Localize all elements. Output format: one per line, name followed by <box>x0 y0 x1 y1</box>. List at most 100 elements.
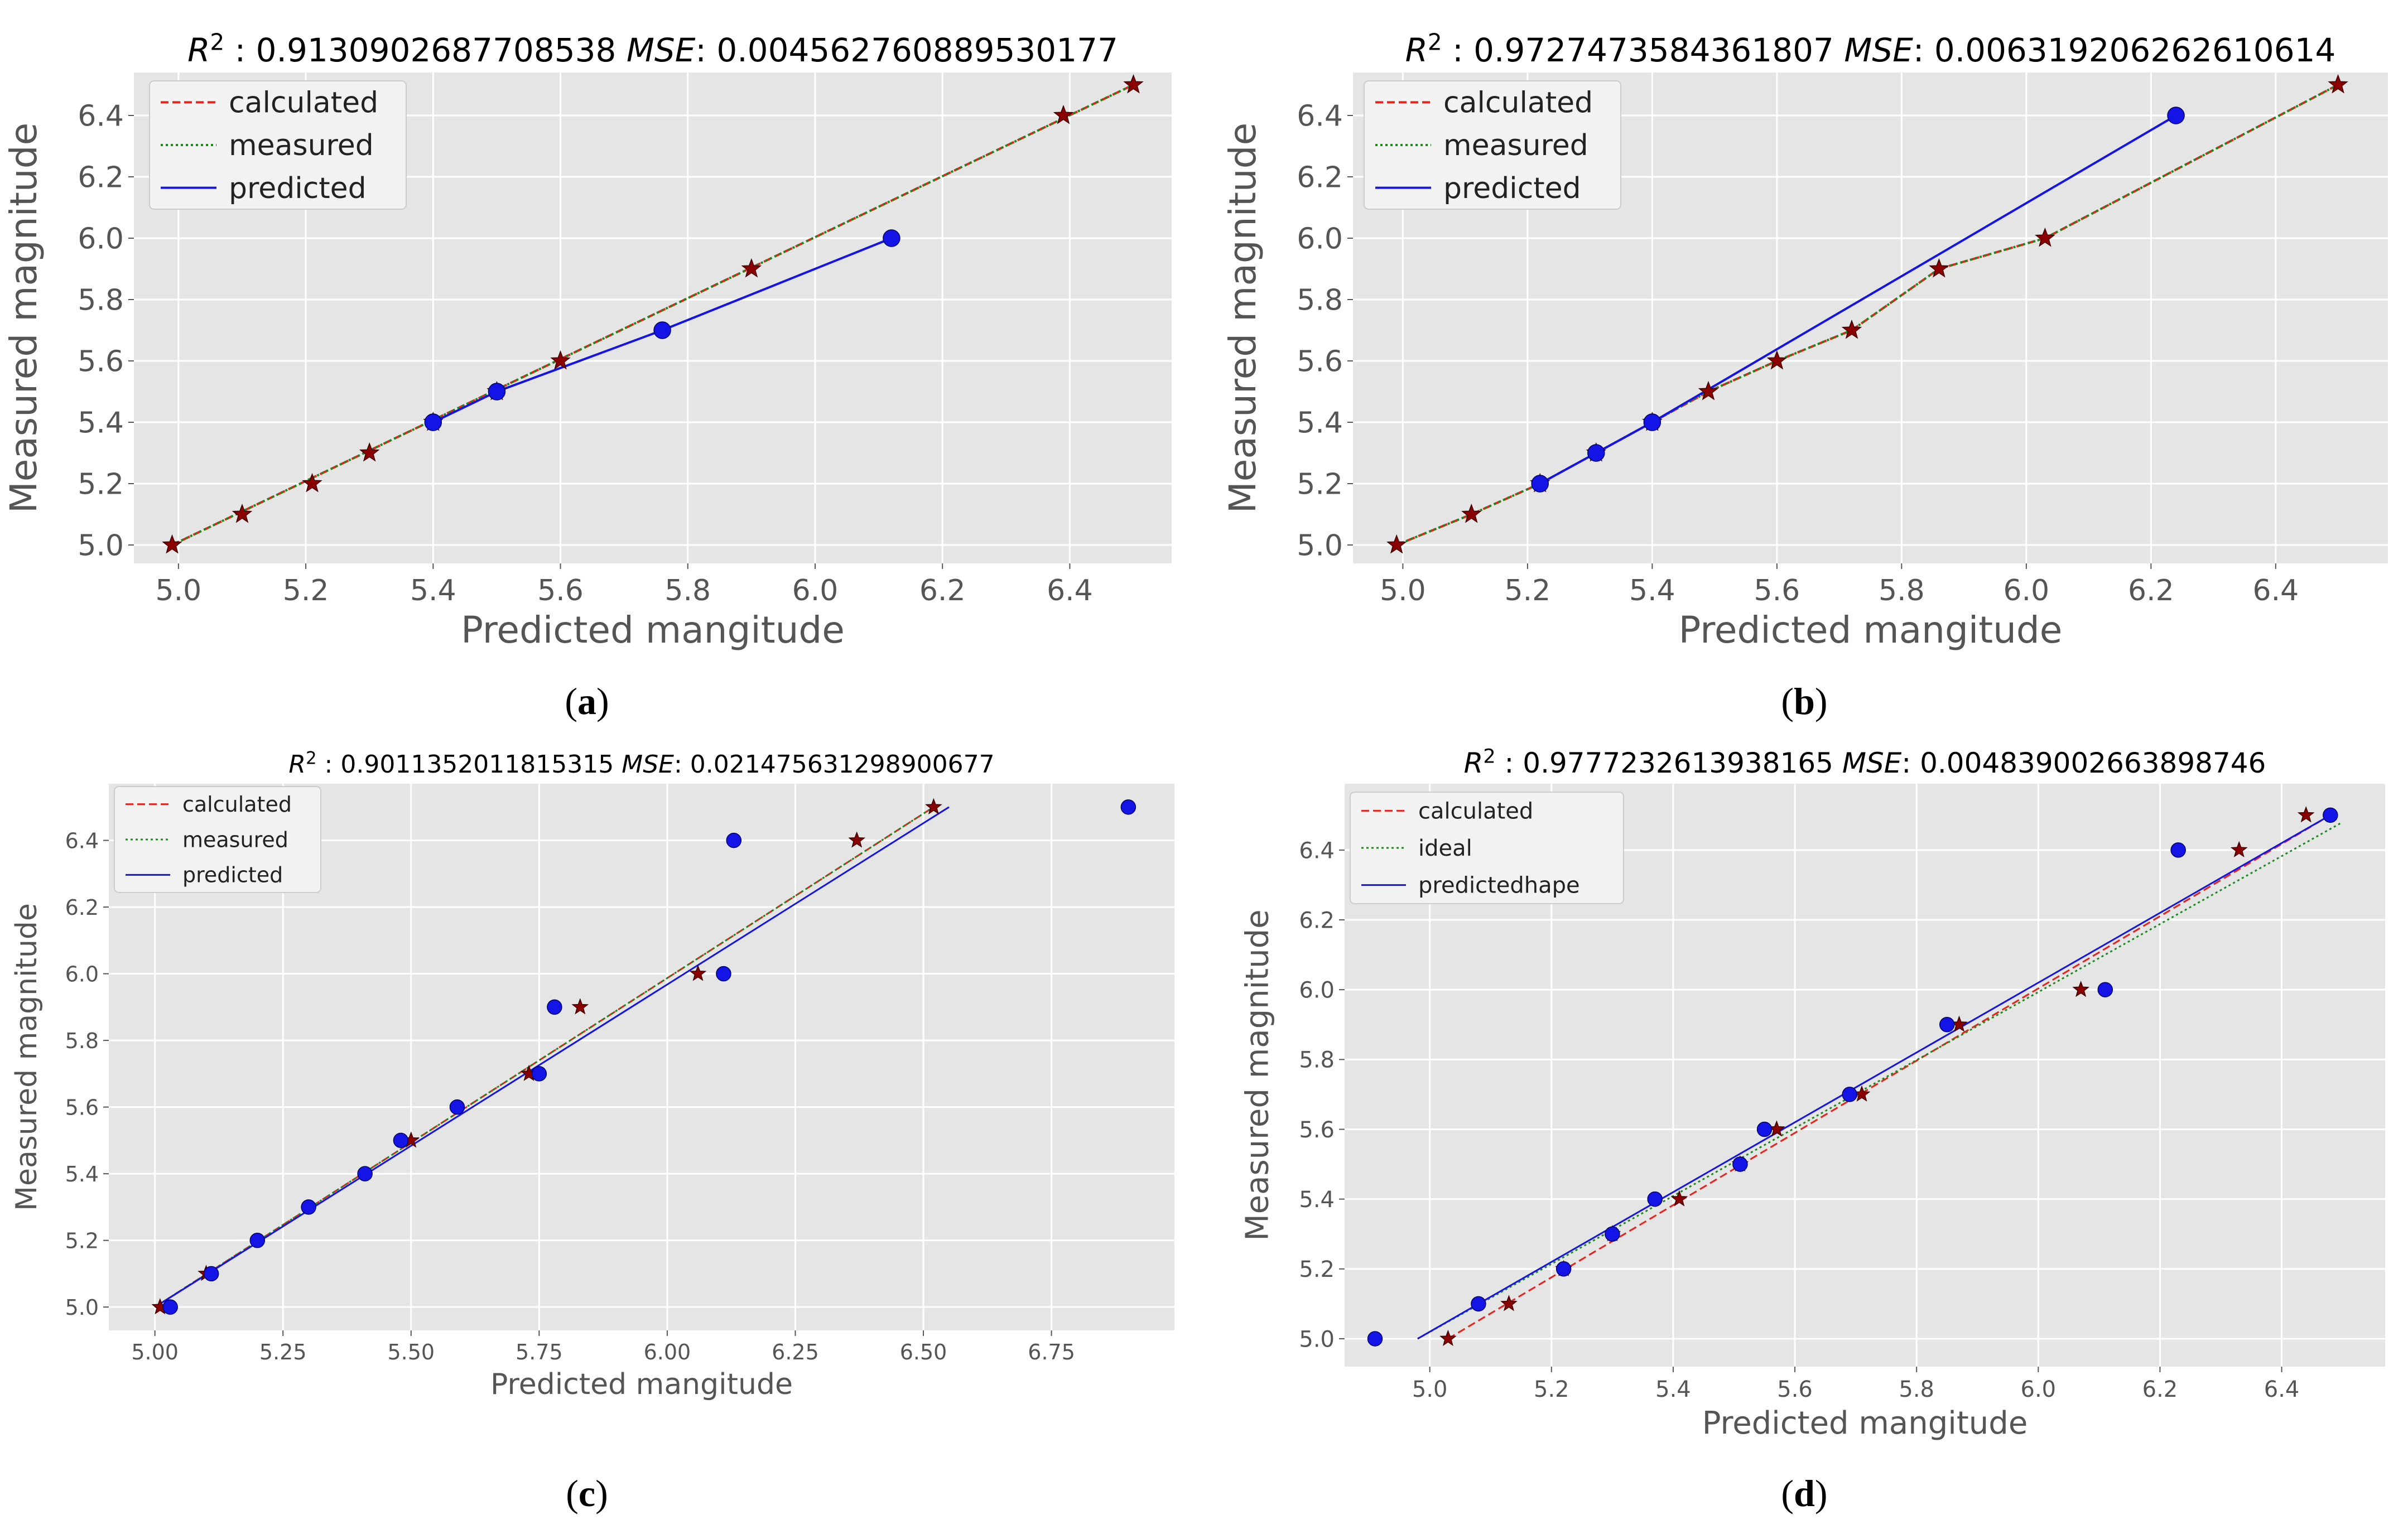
y-tick-label: 5.0 <box>78 529 124 563</box>
calculated-point <box>741 258 762 278</box>
legend: calculated measured predicted <box>1364 80 1621 210</box>
y-tick-label: 5.8 <box>1299 1048 1335 1073</box>
calculated-point <box>571 998 589 1015</box>
title-mse-value: : 0.004562760889530177 <box>695 31 1118 69</box>
x-tick-label: 6.0 <box>792 574 839 607</box>
predicted-point <box>1471 1296 1486 1312</box>
y-tick-label: 6.2 <box>78 161 124 195</box>
caption-d: (d) <box>1781 1472 1828 1514</box>
calculated-point <box>1670 1190 1688 1207</box>
y-axis-label: Measured magnitude <box>1221 123 1264 513</box>
calculated-point <box>550 350 571 370</box>
predicted-point <box>1732 1156 1748 1172</box>
x-tick-label: 6.4 <box>1047 574 1093 607</box>
legend-label: predictedhape <box>1418 873 1580 899</box>
legend-label: calculated <box>182 792 292 817</box>
title-mse-value: : 0.021475631298900677 <box>674 750 995 779</box>
y-tick-label: 5.4 <box>1297 407 1343 440</box>
calculated-point <box>2297 806 2315 823</box>
y-tick-label: 6.2 <box>1299 908 1335 933</box>
y-tick-label: 5.6 <box>65 1095 99 1120</box>
x-tick-label: 6.2 <box>2128 574 2174 607</box>
y-tick-label: 6.0 <box>65 962 99 986</box>
y-tick-label: 6.4 <box>1297 100 1343 133</box>
calculated-point <box>2230 841 2248 857</box>
x-tick-label: 6.00 <box>644 1340 691 1364</box>
calculated-point <box>1439 1329 1457 1347</box>
x-tick-label: 5.4 <box>1629 574 1675 607</box>
predicted-point <box>1643 413 1661 431</box>
title-r2-symbol: R <box>187 31 210 69</box>
x-tick-label: 6.4 <box>2264 1377 2300 1402</box>
x-tick-label: 5.8 <box>664 574 711 607</box>
legend-box <box>1364 80 1621 210</box>
legend-box <box>149 80 407 210</box>
y-tick-label: 5.8 <box>65 1029 99 1053</box>
predicted-point <box>716 966 731 982</box>
y-tick-label: 5.8 <box>78 284 124 317</box>
y-tick-label: 5.2 <box>78 468 124 501</box>
y-tick-label: 5.8 <box>1297 284 1343 317</box>
predicted-point <box>301 1199 316 1215</box>
series-line-predicted <box>432 237 892 423</box>
x-tick-label: 6.0 <box>2004 574 2050 607</box>
calculated-point <box>1698 380 1719 401</box>
predicted-point <box>1756 1121 1773 1137</box>
y-tick-label: 6.4 <box>65 828 99 853</box>
y-tick-label: 6.2 <box>65 895 99 920</box>
title-mse-symbol: MSE <box>1844 31 1913 69</box>
title-mse-value: : 0.004839002663898746 <box>1901 747 2266 779</box>
y-tick-label: 5.0 <box>1297 529 1343 563</box>
predicted-point <box>1605 1226 1620 1242</box>
title-mse-value: : 0.006319206262610614 <box>1913 31 2336 69</box>
legend-label: calculated <box>1443 86 1593 120</box>
calculated-point <box>2072 981 2090 997</box>
x-tick-label: 5.2 <box>283 574 329 607</box>
x-tick-label: 6.2 <box>2142 1377 2178 1402</box>
y-tick-label: 5.6 <box>1297 345 1343 379</box>
predicted-point <box>162 1299 178 1315</box>
x-tick-label: 5.00 <box>131 1340 179 1364</box>
calculated-point <box>925 798 942 814</box>
title-r2-value: : 0.9727473584361807 <box>1442 31 1844 69</box>
chart-panel-b: 5.0 5.2 5.4 5.6 5.8 6.0 6.2 6.4 5.0 5.2 5.4 5.6 5.8 6… <box>1221 29 2388 652</box>
x-tick-label: 5.4 <box>1655 1377 1691 1402</box>
calculated-point <box>1053 104 1074 124</box>
chart-panel-d: 5.0 5.2 5.4 5.6 5.8 6.0 6.2 6.4 5.0 5.2 5.4 5.6 5.8 6… <box>1239 746 2385 1441</box>
x-tick-label: 5.0 <box>156 574 202 607</box>
legend-label: measured <box>1443 129 1588 162</box>
legend: calculated measured predicted <box>114 786 321 893</box>
legend-box <box>114 786 321 893</box>
legend-label: measured <box>182 827 288 852</box>
x-axis-label: Predicted mangitude <box>1702 1405 2028 1441</box>
predicted-point <box>488 383 506 401</box>
calculated-point <box>848 831 866 848</box>
title-r2-symbol: R <box>288 750 306 779</box>
y-tick-label: 5.4 <box>65 1162 99 1186</box>
title-r2-value: : 0.9130902687708538 <box>224 31 627 69</box>
calculated-point <box>162 534 182 554</box>
chart-title: R2 : 0.9727473584361807 MSE: 0.006319206… <box>1405 29 2336 69</box>
title-r2-exponent: 2 <box>306 749 317 769</box>
legend-label: predicted <box>1443 172 1581 205</box>
series-line-measured <box>171 84 1134 546</box>
legend-box <box>1350 792 1624 904</box>
calculated-point <box>2035 227 2055 247</box>
legend-label: measured <box>229 129 374 162</box>
calculated-point <box>689 964 707 981</box>
calculated-point <box>232 503 253 523</box>
series-line-predicted <box>1417 814 2331 1340</box>
series-line-predicted <box>1539 114 2177 485</box>
y-tick-label: 5.4 <box>1299 1187 1335 1213</box>
predicted-point <box>1120 799 1136 815</box>
y-tick-label: 5.4 <box>78 407 124 440</box>
x-tick-label: 5.6 <box>537 574 584 607</box>
legend-label: calculated <box>229 86 378 120</box>
x-axis-label: Predicted mangitude <box>461 609 845 652</box>
chart-panel-a: 5.0 5.2 5.4 5.6 5.8 6.0 6.2 6.4 5.0 5.2 5.4 5.6 5.8 6… <box>2 29 1172 652</box>
title-r2-exponent: 2 <box>210 29 224 56</box>
y-tick-label: 5.6 <box>78 345 124 379</box>
calculated-point <box>1929 258 1949 278</box>
calculated-point <box>1461 503 1482 523</box>
predicted-point <box>653 321 671 339</box>
